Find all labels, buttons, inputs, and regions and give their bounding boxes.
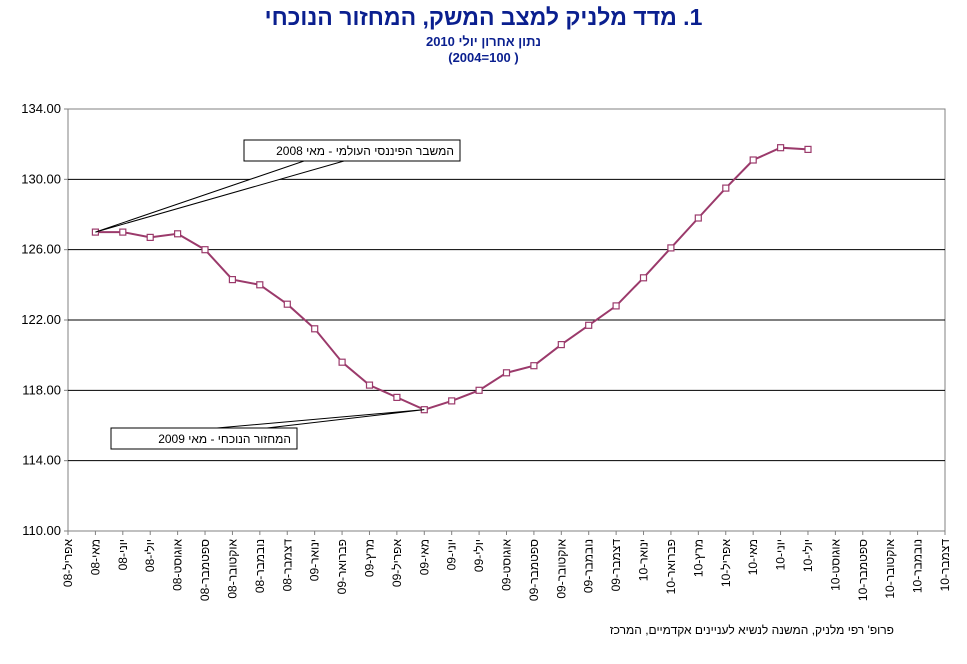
data-point-marker [776,144,785,152]
x-tick-label: יוני-08 [116,539,130,570]
annotation-label: המחזור הנוכחי - מאי 2009 [158,432,291,446]
data-point-marker [228,276,236,284]
gridlines [68,178,945,462]
data-point-marker [475,386,483,394]
data-point-marker [639,274,648,282]
x-tick-label: מרץ-10 [691,539,705,577]
x-tick-label: נובמבר-09 [582,539,596,593]
data-point-marker [749,156,757,164]
annotations-group: המשבר הפיננסי העולמי - מאי 2008 המחזור הנ… [95,139,461,450]
x-tick-label: מרץ-09 [362,539,376,577]
x-tick-label: ספטמבר-08 [198,539,212,601]
data-point-marker [804,145,812,153]
data-point-marker [256,281,264,289]
x-tick-label: יוני-09 [445,539,459,570]
y-tick-label: 130.00 [21,171,61,186]
data-point-marker [365,381,374,389]
x-tick-label: יוני-10 [774,539,788,570]
x-axis: אפריל-08 מאי-08 יוני-08 יולי-08 אוגוסט-08 ספט… [61,531,952,601]
annotation-box [243,139,461,162]
data-point-marker [722,184,730,192]
data-point-marker [448,397,456,405]
x-tick-label: מאי-10 [746,539,760,575]
x-tick-label: דצמבר-08 [280,539,294,592]
y-tick-label: 126.00 [21,242,61,257]
x-tick-label: אוגוסט-09 [500,539,514,591]
x-tick-label: יולי-09 [472,539,486,572]
x-tick-label: אפריל-08 [61,539,75,588]
y-tick-label: 122.00 [21,312,61,327]
x-tick-label: דצמבר-10 [938,539,952,592]
data-point-marker [283,300,291,308]
x-tick-label: פברואר-09 [335,539,349,594]
chart-subtitle-base: (2004=100 ) [448,50,519,65]
y-tick-label: 114.00 [22,453,61,468]
x-tick-label: אפריל-09 [390,539,404,588]
x-tick-label: אוגוסט-08 [171,539,185,591]
x-tick-label: מאי-08 [88,539,102,575]
chart-title: 1. מדד מלניק למצב המשק, המחזור הנוכחי [264,4,703,30]
y-tick-label: 110.00 [22,523,61,538]
source-note: פרופ' רפי מלניק, המשנה לנשיא לעניינים אק… [609,623,894,637]
x-tick-label: יולי-08 [143,539,157,572]
data-point-marker [146,233,154,241]
x-tick-label: פברואר-10 [664,539,678,594]
x-tick-label: ינואר-10 [637,539,651,581]
x-tick-label: יולי-10 [801,539,815,572]
x-tick-label: נובמבר-08 [253,539,267,593]
data-point-marker [174,230,182,238]
y-tick-label: 134.00 [21,101,61,116]
data-point-marker [694,214,702,222]
data-point-marker [612,302,620,310]
data-point-marker [502,369,511,377]
x-tick-label: ספטמבר-10 [856,539,870,601]
x-tick-label: דצמבר-09 [609,539,623,592]
x-tick-label: ינואר-09 [308,539,322,581]
x-tick-label: נובמבר-10 [911,539,925,593]
x-tick-label: מאי-09 [417,539,431,575]
x-tick-label: אוקטובר-10 [883,539,897,599]
data-point-marker [119,228,127,236]
y-axis: 110.00 114.00 118.00 122.00 126.00 130.00 134.… [21,101,68,538]
x-tick-label: אוגוסט-10 [828,539,842,591]
x-tick-label: אפריל-10 [719,539,733,588]
chart-subtitle: נתון אחרון יולי 2010 [425,34,542,49]
annotation-box [110,427,298,450]
x-tick-label: ספטמבר-09 [527,539,541,601]
data-point-marker [585,321,593,329]
data-point-marker [530,362,538,370]
annotation-label: המשבר הפיננסי העולמי - מאי 2008 [276,144,454,158]
data-point-marker [311,325,319,333]
x-tick-label: אוקטובר-08 [225,539,239,599]
x-tick-label: אוקטובר-09 [554,539,568,599]
data-point-marker [667,244,675,252]
data-point-marker [393,393,401,401]
data-point-marker [557,341,565,349]
y-tick-label: 118.00 [22,382,61,397]
data-point-marker [338,358,346,366]
data-point-marker [201,246,209,254]
